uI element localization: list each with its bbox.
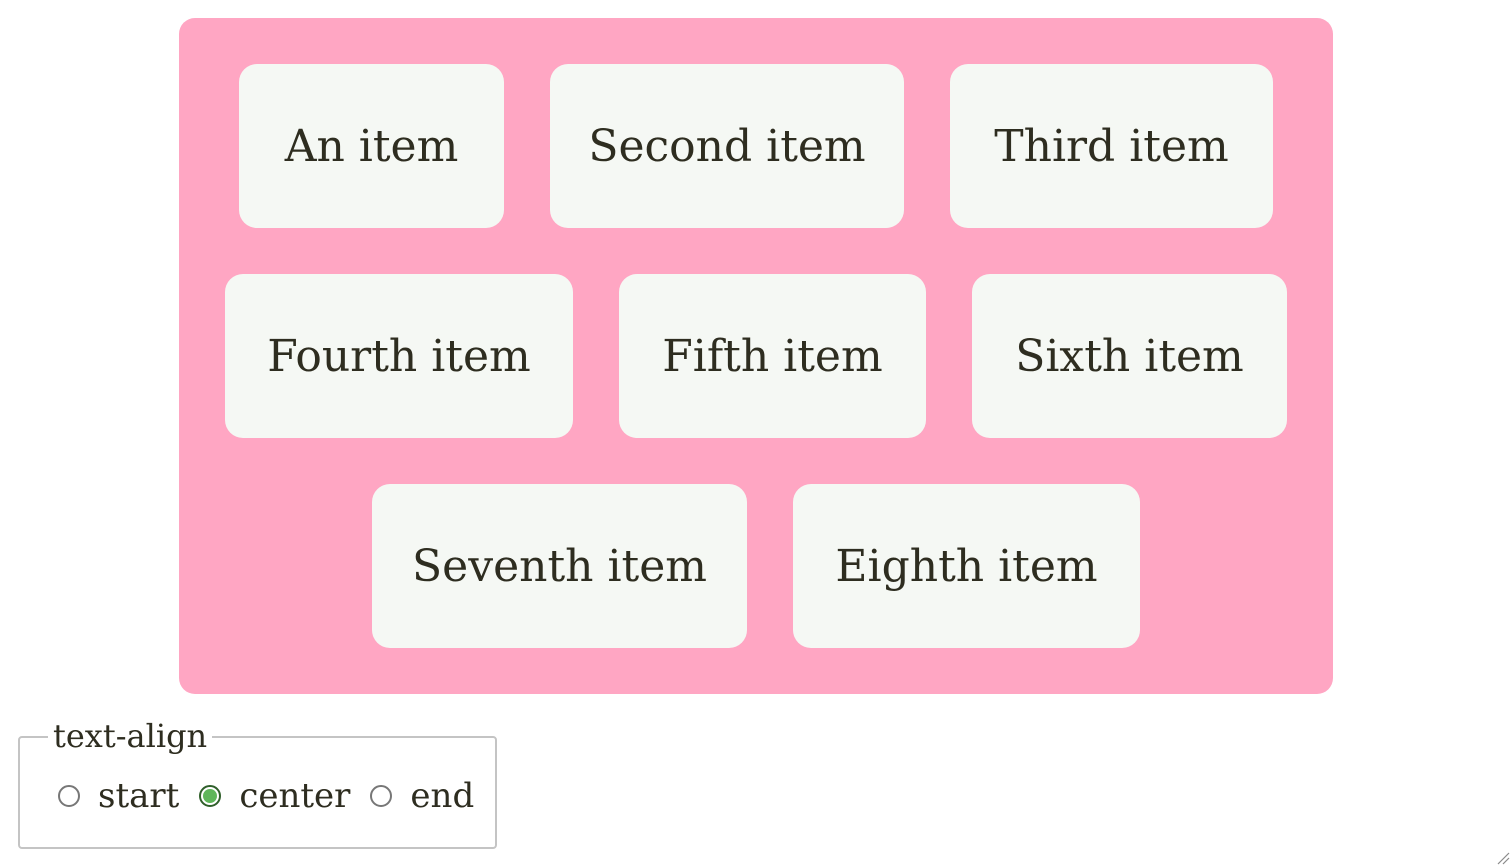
radio-start-circle[interactable] bbox=[58, 785, 80, 807]
radio-end-label[interactable]: end bbox=[410, 776, 475, 816]
flex-item: Eighth item bbox=[793, 484, 1140, 648]
radio-center-label[interactable]: center bbox=[239, 776, 351, 816]
flex-item: Second item bbox=[550, 64, 904, 228]
flex-item: Third item bbox=[950, 64, 1273, 228]
radio-center-circle[interactable] bbox=[199, 785, 222, 807]
text-align-fieldset: text-align start center end bbox=[18, 716, 497, 849]
radio-start[interactable]: start bbox=[58, 776, 179, 816]
item-row: Fourth item Fifth item Sixth item bbox=[179, 274, 1333, 438]
radio-start-label[interactable]: start bbox=[98, 776, 180, 816]
flex-container: An item Second item Third item Fourth it… bbox=[179, 18, 1333, 694]
flex-item: Seventh item bbox=[372, 484, 747, 648]
item-row: Seventh item Eighth item bbox=[179, 484, 1333, 648]
flex-item: An item bbox=[239, 64, 504, 228]
resize-handle-icon[interactable] bbox=[1496, 851, 1510, 865]
radio-center[interactable]: center bbox=[199, 776, 350, 816]
radio-end-circle[interactable] bbox=[370, 785, 393, 807]
radio-end[interactable]: end bbox=[370, 776, 474, 816]
flex-item: Fifth item bbox=[619, 274, 926, 438]
flex-item: Sixth item bbox=[972, 274, 1287, 438]
item-row: An item Second item Third item bbox=[179, 64, 1333, 228]
radio-group: start center end bbox=[58, 776, 474, 816]
fieldset-legend: text-align bbox=[48, 716, 213, 756]
flex-item: Fourth item bbox=[225, 274, 573, 438]
